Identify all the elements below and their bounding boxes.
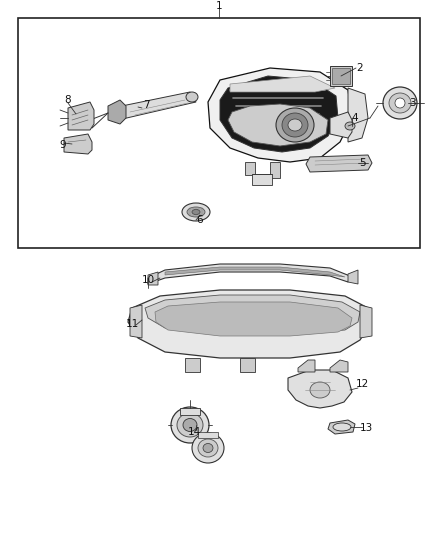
Ellipse shape	[192, 209, 200, 214]
Polygon shape	[270, 162, 280, 178]
Text: 10: 10	[141, 275, 155, 285]
Polygon shape	[185, 358, 200, 372]
Ellipse shape	[192, 433, 224, 463]
Text: 4: 4	[352, 113, 358, 123]
Polygon shape	[228, 104, 328, 146]
Ellipse shape	[177, 413, 203, 437]
Text: 3: 3	[409, 98, 415, 108]
Ellipse shape	[395, 98, 405, 108]
Polygon shape	[240, 358, 255, 372]
Polygon shape	[155, 302, 352, 336]
Ellipse shape	[333, 423, 351, 431]
Ellipse shape	[183, 418, 197, 432]
Ellipse shape	[171, 407, 209, 443]
Polygon shape	[220, 76, 338, 152]
Polygon shape	[128, 290, 370, 358]
Text: 2: 2	[357, 63, 363, 73]
Polygon shape	[298, 360, 315, 372]
Text: 6: 6	[197, 215, 203, 225]
Text: 12: 12	[355, 379, 369, 389]
Polygon shape	[348, 88, 368, 142]
Polygon shape	[252, 174, 272, 185]
Text: 5: 5	[359, 158, 365, 168]
Polygon shape	[165, 267, 345, 277]
Polygon shape	[148, 264, 350, 284]
Polygon shape	[112, 92, 196, 120]
Polygon shape	[208, 68, 352, 162]
Polygon shape	[348, 270, 358, 284]
Ellipse shape	[186, 92, 198, 102]
Polygon shape	[288, 370, 352, 408]
Ellipse shape	[276, 108, 314, 142]
Polygon shape	[145, 295, 360, 334]
Ellipse shape	[345, 122, 355, 130]
Text: 14: 14	[187, 427, 201, 437]
Ellipse shape	[282, 113, 308, 137]
Polygon shape	[68, 102, 94, 130]
Text: 11: 11	[125, 319, 138, 329]
Polygon shape	[306, 155, 372, 172]
Polygon shape	[108, 100, 126, 124]
Text: 7: 7	[143, 100, 149, 110]
Polygon shape	[360, 305, 372, 338]
Polygon shape	[245, 162, 255, 175]
Text: 9: 9	[60, 140, 66, 150]
Polygon shape	[330, 66, 352, 86]
Ellipse shape	[383, 87, 417, 119]
Polygon shape	[332, 68, 350, 84]
Bar	[18, 18, 420, 248]
Polygon shape	[330, 360, 348, 372]
Polygon shape	[130, 305, 142, 338]
Ellipse shape	[203, 443, 213, 453]
Polygon shape	[328, 420, 355, 434]
Polygon shape	[198, 432, 218, 438]
Ellipse shape	[182, 203, 210, 221]
Polygon shape	[64, 134, 92, 154]
Text: 8: 8	[65, 95, 71, 105]
Text: 1: 1	[215, 1, 223, 11]
Ellipse shape	[389, 93, 411, 113]
Polygon shape	[180, 408, 200, 415]
Ellipse shape	[187, 207, 205, 217]
Ellipse shape	[198, 439, 218, 457]
Text: 13: 13	[359, 423, 373, 433]
Polygon shape	[330, 112, 352, 138]
Polygon shape	[230, 76, 335, 92]
Polygon shape	[148, 272, 158, 285]
Ellipse shape	[310, 382, 330, 398]
Ellipse shape	[288, 119, 302, 131]
